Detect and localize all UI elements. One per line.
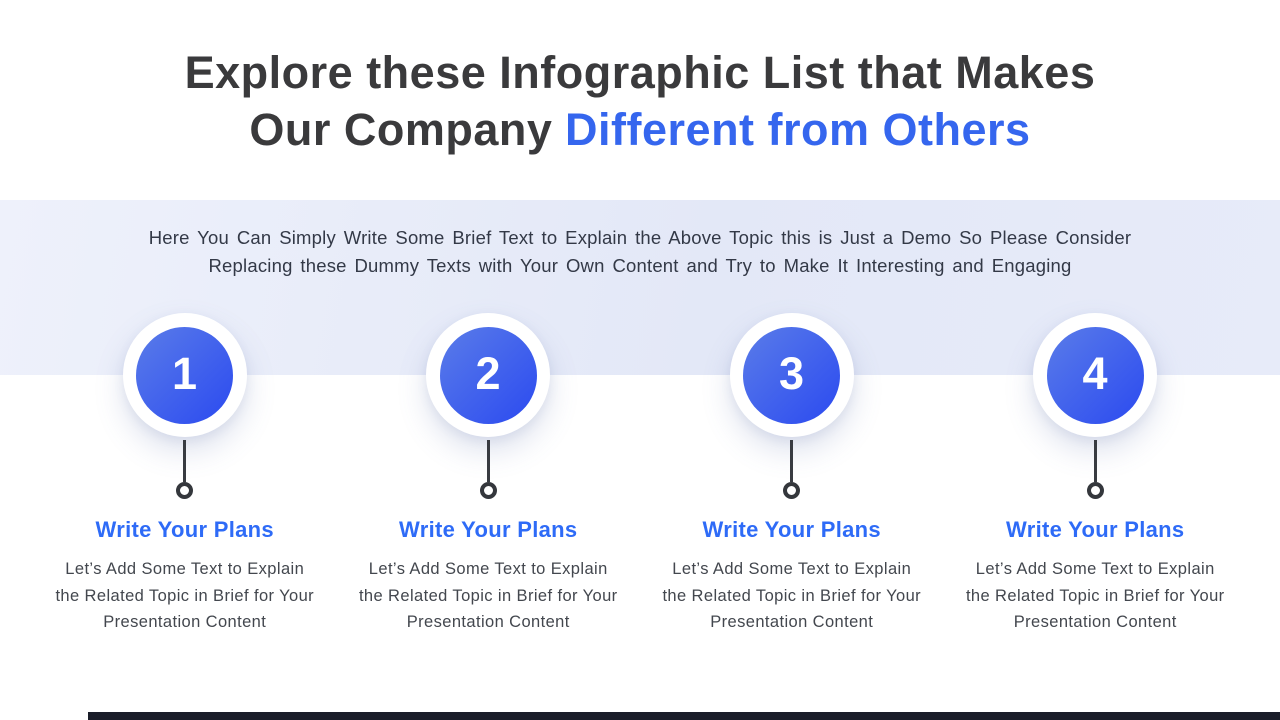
title-line-2-accent: Different from Others xyxy=(565,104,1031,155)
step-1-body: Let’s Add Some Text to Explain the Relat… xyxy=(55,560,315,631)
step-1-circle: 1 xyxy=(136,326,234,424)
connector-dot xyxy=(479,482,497,499)
title-line-1: Explore these Infographic List that Make… xyxy=(184,47,1096,98)
step-3-body: Let’s Add Some Text to Explain the Relat… xyxy=(662,560,922,631)
connector-line xyxy=(790,440,794,482)
step-4-number: 4 xyxy=(1082,348,1109,399)
step-3-number: 3 xyxy=(778,348,805,399)
title-line-2: Our Company Different from Others xyxy=(0,101,1280,158)
step-3-heading: Write Your Plans xyxy=(702,517,881,542)
slide-title: Explore these Infographic List that Make… xyxy=(0,44,1280,158)
connector-line xyxy=(1093,440,1097,482)
step-item-2: 2 Write Your Plans Let’s Add Some Text t… xyxy=(337,313,641,636)
step-4-heading: Write Your Plans xyxy=(1006,517,1185,542)
step-4-badge: 4 xyxy=(1033,313,1158,437)
steps-row: 1 Write Your Plans Let’s Add Some Text t… xyxy=(33,313,1247,636)
step-1-badge: 1 xyxy=(122,313,247,437)
step-3-circle: 3 xyxy=(743,326,841,424)
step-item-1: 1 Write Your Plans Let’s Add Some Text t… xyxy=(33,313,337,636)
step-2-badge: 2 xyxy=(426,313,551,437)
step-1-number: 1 xyxy=(171,348,198,399)
connector-dot xyxy=(1086,482,1104,499)
step-2-number: 2 xyxy=(475,348,502,399)
bottom-bar xyxy=(88,712,1280,720)
step-item-4: 4 Write Your Plans Let’s Add Some Text t… xyxy=(944,313,1248,636)
step-2-body: Let’s Add Some Text to Explain the Relat… xyxy=(358,560,618,631)
step-2-circle: 2 xyxy=(439,326,537,424)
subtitle-text: Here You Can Simply Write Some Brief Tex… xyxy=(148,227,1132,276)
connector-line xyxy=(486,440,490,482)
step-4-circle: 4 xyxy=(1046,326,1144,424)
connector-dot xyxy=(783,482,801,499)
step-1-heading: Write Your Plans xyxy=(95,517,274,542)
title-line-2-dark: Our Company xyxy=(249,104,553,155)
connector-dot xyxy=(176,482,194,499)
step-3-badge: 3 xyxy=(729,313,854,437)
connector-line xyxy=(183,440,187,482)
step-item-3: 3 Write Your Plans Let’s Add Some Text t… xyxy=(640,313,944,636)
step-2-heading: Write Your Plans xyxy=(399,517,578,542)
step-4-body: Let’s Add Some Text to Explain the Relat… xyxy=(965,560,1225,631)
